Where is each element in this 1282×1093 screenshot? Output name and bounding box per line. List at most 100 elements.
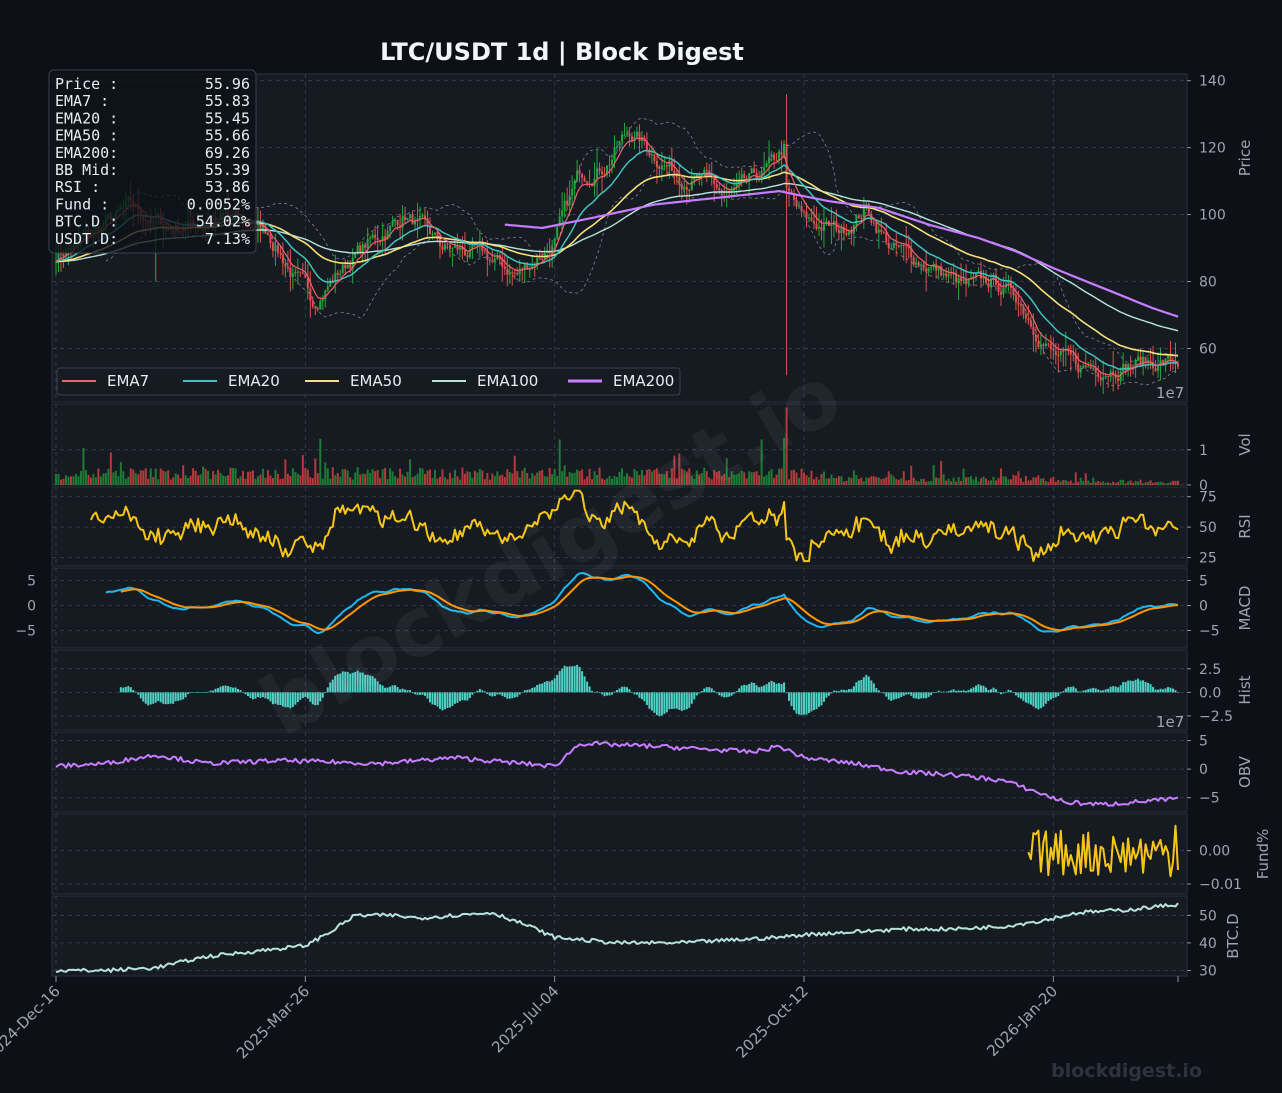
volume-bar	[296, 473, 299, 485]
candle-body	[842, 227, 845, 234]
candle-body	[780, 152, 783, 155]
hist-bar	[227, 686, 230, 693]
volume-bar	[72, 476, 75, 485]
hist-bar	[124, 686, 127, 693]
candle-body	[496, 255, 499, 259]
hist-bar	[902, 692, 905, 696]
volume-bar	[568, 471, 571, 485]
hist-bar	[1019, 692, 1022, 699]
candle-body	[419, 215, 422, 219]
hist-bar	[708, 687, 711, 693]
volume-bar	[416, 473, 419, 485]
hist-bar	[1139, 680, 1142, 693]
hist-bar	[740, 685, 743, 693]
hist-bar	[917, 692, 920, 700]
volume-bar	[1077, 481, 1080, 485]
hist-bar	[169, 692, 172, 704]
volume-bar	[411, 477, 414, 485]
volume-bar	[481, 470, 484, 485]
volume-bar	[546, 476, 549, 485]
volume-bar	[670, 468, 673, 485]
volume-bar	[518, 477, 521, 485]
hist-bar	[276, 692, 279, 705]
hist-bar	[1162, 689, 1165, 693]
candle-body	[940, 266, 943, 276]
volume-bar	[1079, 477, 1082, 485]
volume-bar	[665, 471, 668, 485]
hist-bar	[999, 692, 1002, 695]
candle-body	[807, 217, 810, 219]
hist-bar	[349, 673, 352, 693]
volume-bar	[386, 479, 389, 485]
candle-body	[518, 268, 521, 275]
hist-bar	[541, 683, 544, 693]
candle-body	[421, 215, 424, 217]
hist-bar	[486, 692, 489, 694]
volume-bar	[743, 472, 746, 485]
legend-label-ema200: EMA200	[613, 372, 674, 390]
volume-bar	[999, 468, 1002, 485]
hist-bar	[177, 692, 180, 701]
hist-bar	[997, 691, 1000, 693]
volume-bar	[910, 465, 913, 485]
volume-bar	[286, 473, 289, 485]
hist-bar	[1014, 692, 1017, 696]
candle-body	[793, 194, 796, 200]
volume-bar	[219, 472, 222, 485]
candle-body	[321, 299, 324, 301]
hist-bar	[384, 687, 387, 693]
panel-price: 60 80 100 120 140 Price 1e7 EMA7 EMA20 EMA50 EMA10…	[48, 69, 1254, 403]
candle-body	[1099, 376, 1102, 380]
hist-bar	[294, 692, 297, 705]
hist-bar	[1049, 692, 1052, 700]
candle-body	[955, 272, 958, 283]
hist-bar	[1024, 692, 1027, 703]
candle-body	[269, 234, 272, 244]
volume-bar	[192, 468, 195, 485]
candle-body	[1007, 280, 1010, 284]
candle-body	[608, 164, 611, 166]
hist-bar	[431, 692, 434, 705]
candle-body	[920, 264, 923, 267]
btcd-ylabel: BTC.D	[1224, 913, 1242, 958]
hist-bar	[1094, 688, 1097, 693]
volume-bar	[563, 465, 566, 485]
candle-body	[688, 189, 691, 191]
volume-bar	[132, 469, 135, 485]
hist-bar	[673, 692, 676, 709]
hist-bar	[635, 692, 638, 695]
candle-body	[693, 176, 696, 182]
volume-bar	[817, 479, 820, 485]
volume-bar	[511, 473, 514, 485]
hist-bar	[1157, 689, 1160, 693]
candle-body	[872, 222, 875, 224]
volume-bar	[835, 478, 838, 485]
hist-bar	[536, 684, 539, 693]
volume-bar	[1037, 475, 1040, 485]
volume-bar	[453, 469, 456, 485]
volume-bar	[261, 468, 264, 485]
candle-body	[406, 217, 409, 220]
candle-body	[947, 273, 950, 277]
hist-bar	[982, 685, 985, 693]
hist-bar	[187, 692, 190, 694]
hist-bar	[640, 692, 643, 700]
hist-bar	[1092, 687, 1095, 693]
candle-body	[389, 225, 392, 231]
hist-bar	[596, 691, 599, 693]
candle-body	[967, 279, 970, 285]
legend-label-ema20: EMA20	[228, 372, 280, 390]
hist-bar	[364, 674, 367, 693]
volume-bar	[855, 475, 858, 485]
candle-body	[770, 154, 773, 158]
macd-ylabel: MACD	[1236, 586, 1254, 631]
hist-bar	[289, 692, 292, 709]
volume-bar	[862, 481, 865, 485]
hist-bar	[376, 681, 379, 693]
volume-bar	[613, 476, 616, 485]
candle-body	[1074, 354, 1077, 364]
volume-bar	[164, 471, 167, 485]
candle-body	[745, 177, 748, 180]
hist-bar	[1154, 689, 1157, 693]
hist-bar	[164, 692, 167, 705]
